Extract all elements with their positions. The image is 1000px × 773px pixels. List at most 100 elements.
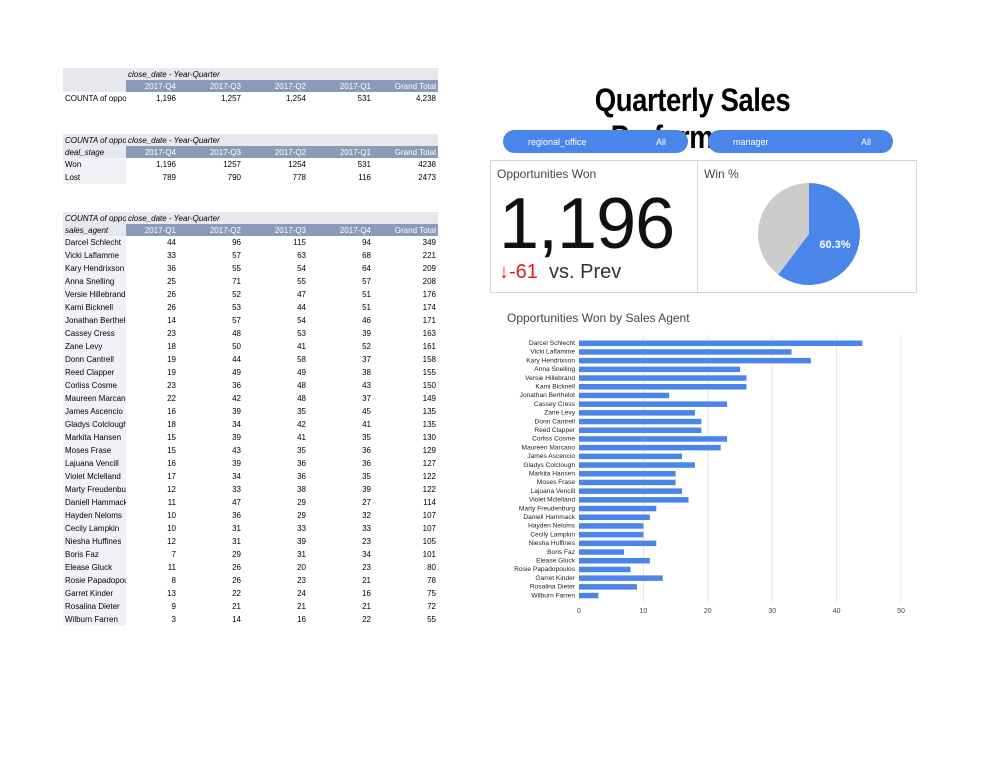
table-cell: 155 <box>422 368 436 377</box>
table-cell: 26 <box>167 303 176 312</box>
table-cell: 29 <box>297 511 306 520</box>
table-cell: 36 <box>362 459 371 468</box>
bar-category-label: Anna Snelling <box>534 366 575 373</box>
bar[interactable] <box>579 366 740 373</box>
table-cell: 41 <box>362 420 371 429</box>
filter-regional-office[interactable]: regional_office All <box>503 130 688 153</box>
table-cell: 75 <box>427 589 436 598</box>
bar[interactable] <box>579 592 599 599</box>
bar[interactable] <box>579 558 650 564</box>
column-header[interactable]: Grand Total <box>386 80 438 92</box>
bar-category-label: Donn Cantrell <box>535 418 576 425</box>
bar[interactable] <box>579 340 863 347</box>
table-cell: 15 <box>167 433 176 442</box>
table-cell: 163 <box>422 329 436 338</box>
column-header[interactable]: 2017-Q1 <box>126 224 191 236</box>
x-tick-label: 20 <box>704 608 712 615</box>
bar[interactable] <box>579 566 631 573</box>
bar-category-label: Hayden Neloms <box>528 523 576 530</box>
dimension-label: close_date - Year-Quarter <box>126 68 438 80</box>
bar[interactable] <box>579 549 625 555</box>
bar[interactable] <box>579 523 644 529</box>
table-cell: 38 <box>362 368 371 377</box>
column-header[interactable]: 2017-Q4 <box>126 80 191 92</box>
scorecard-title: Opportunities Won <box>497 167 597 181</box>
bar[interactable] <box>579 375 747 381</box>
row-label: Cassey Cress <box>63 327 126 340</box>
bar[interactable] <box>579 488 683 494</box>
bar[interactable] <box>579 453 683 460</box>
bar[interactable] <box>579 357 811 364</box>
bar[interactable] <box>579 514 650 521</box>
table-cell: 50 <box>232 342 241 351</box>
table-cell: 135 <box>422 420 436 429</box>
bar[interactable] <box>579 462 695 468</box>
filter-manager[interactable]: manager All <box>708 130 893 153</box>
bar[interactable] <box>579 401 728 407</box>
table-cell: 34 <box>232 420 241 429</box>
table-cell: 33 <box>232 485 241 494</box>
bar[interactable] <box>579 471 676 477</box>
column-header[interactable]: 2017-Q2 <box>256 80 321 92</box>
table-row: Cassey Cress 23 48 53 39 163 <box>63 327 438 340</box>
bar[interactable] <box>579 531 644 538</box>
table-cell: 44 <box>232 355 241 364</box>
scorecard-win-pct: Win % 60.3% <box>697 160 917 293</box>
bar-category-label: Maureen Marcano <box>521 444 575 451</box>
bar-chart: 0 10 20 30 40 50 Darcel Schlecht Vicki Laflamme… <box>514 335 905 615</box>
bar-category-label: Niesha Huffines <box>529 540 576 547</box>
table-cell: 41 <box>297 433 306 442</box>
table-corner-label <box>63 68 126 80</box>
table-cell: 7 <box>171 550 176 559</box>
bar[interactable] <box>579 384 747 390</box>
bar[interactable] <box>579 540 657 547</box>
column-header[interactable]: 2017-Q3 <box>191 80 256 92</box>
column-header[interactable]: 2017-Q2 <box>191 224 256 236</box>
column-header[interactable]: 2017-Q3 <box>256 224 321 236</box>
table-cell: 127 <box>422 459 436 468</box>
table-cell: 105 <box>422 537 436 546</box>
table-cell: 31 <box>232 537 241 546</box>
table-cell: 37 <box>362 394 371 403</box>
bar-category-label: Rosalina Dieter <box>530 584 576 591</box>
bar[interactable] <box>579 418 702 425</box>
bar-category-label: Garret Kinder <box>535 575 575 582</box>
row-label: Boris Faz <box>63 548 126 561</box>
column-header[interactable]: 2017-Q4 <box>321 224 386 236</box>
table-cell: 36 <box>232 511 241 520</box>
bar-category-label: Corliss Cosme <box>532 436 575 443</box>
table-row: Maureen Marcano 22 42 48 37 149 <box>63 392 438 405</box>
column-header[interactable]: 2017-Q2 <box>256 146 321 158</box>
column-header[interactable]: 2017-Q4 <box>126 146 191 158</box>
row-label: Donn Cantrell <box>63 353 126 366</box>
bar[interactable] <box>579 410 695 416</box>
column-header[interactable]: 2017-Q3 <box>191 146 256 158</box>
bar[interactable] <box>579 444 721 451</box>
bar[interactable] <box>579 479 676 486</box>
bar[interactable] <box>579 575 663 581</box>
column-header[interactable]: Grand Total <box>386 224 438 236</box>
table-cell: 4,238 <box>415 94 436 103</box>
filter-value: All <box>655 136 666 147</box>
table-cell: 49 <box>232 368 241 377</box>
column-header[interactable]: Grand Total <box>386 146 438 158</box>
table-row: James Ascencio 16 39 35 45 135 <box>63 405 438 418</box>
table-cell: 14 <box>167 316 176 325</box>
table-cell: 63 <box>297 251 306 260</box>
bar[interactable] <box>579 427 702 434</box>
column-header[interactable]: 2017-Q1 <box>321 146 386 158</box>
bar[interactable] <box>579 349 792 355</box>
row-label: Darcel Schlecht <box>63 236 126 249</box>
bar[interactable] <box>579 584 637 590</box>
row-label: Rosalina Dieter <box>63 600 126 613</box>
scorecard-opportunities-won: Opportunities Won 1,196 ↓-61 vs. Prev <box>490 160 698 293</box>
column-header[interactable]: 2017-Q1 <box>321 80 386 92</box>
bar[interactable] <box>579 392 670 399</box>
bar[interactable] <box>579 505 657 512</box>
filter-label: regional_office <box>528 136 587 147</box>
table-cell: 51 <box>362 290 371 299</box>
bar[interactable] <box>579 436 728 442</box>
bar[interactable] <box>579 497 689 503</box>
table-cell: 57 <box>232 251 241 260</box>
table-cell: 47 <box>232 498 241 507</box>
